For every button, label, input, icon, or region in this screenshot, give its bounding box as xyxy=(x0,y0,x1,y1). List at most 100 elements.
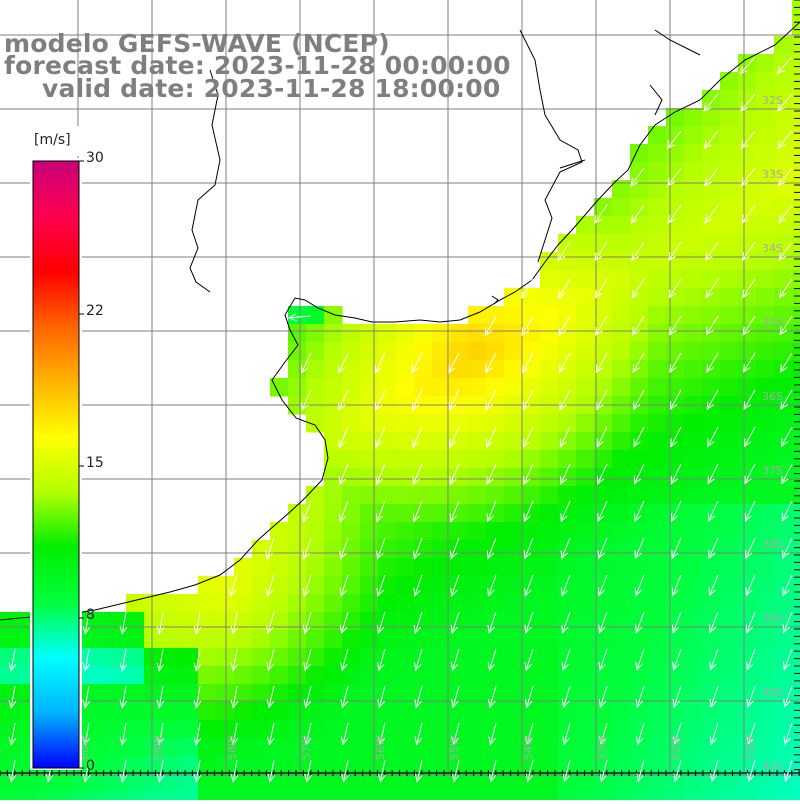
wind-cell xyxy=(612,522,631,541)
colorbar-gradient xyxy=(32,160,80,769)
wind-cell xyxy=(324,432,343,451)
wind-cell xyxy=(486,306,505,325)
wind-cell xyxy=(360,792,379,804)
wind-cell xyxy=(612,738,631,757)
wind-cell xyxy=(504,414,523,433)
wind-cell xyxy=(468,540,487,559)
wind-arrow xyxy=(667,167,682,187)
wind-cell xyxy=(630,702,649,721)
wind-cell xyxy=(576,792,595,804)
coast-line xyxy=(0,21,800,621)
wind-cell xyxy=(378,792,397,804)
wind-cell xyxy=(612,414,631,433)
wind-cell xyxy=(666,720,685,739)
wind-cell xyxy=(738,216,757,235)
wind-cell xyxy=(396,648,415,667)
wind-cell xyxy=(450,684,469,703)
wind-cell xyxy=(558,522,577,541)
wind-arrow xyxy=(266,648,275,672)
colorbar-unit-backing xyxy=(26,126,84,156)
wind-cell xyxy=(648,558,667,577)
wind-cell xyxy=(594,216,613,235)
wind-cell xyxy=(144,756,163,775)
wind-arrow xyxy=(631,241,645,262)
wind-cell xyxy=(432,324,451,343)
wind-cell xyxy=(792,108,800,127)
wind-cell xyxy=(324,720,343,739)
wind-cell xyxy=(252,630,271,649)
wind-cell xyxy=(342,450,361,469)
wind-cell xyxy=(720,234,739,253)
wind-arrow xyxy=(449,463,460,486)
wind-arrow xyxy=(599,722,608,746)
wind-cell xyxy=(774,612,793,631)
wind-cell xyxy=(738,234,757,253)
wind-cell xyxy=(378,378,397,397)
wind-cell xyxy=(792,54,800,73)
wind-arrow xyxy=(783,685,793,708)
wind-cell xyxy=(774,72,793,91)
wind-arrow xyxy=(598,648,608,671)
wind-cell xyxy=(270,666,289,685)
wind-cell xyxy=(666,234,685,253)
wind-cell xyxy=(594,648,613,667)
wind-cell xyxy=(468,432,487,451)
lat-label: 33S xyxy=(762,168,783,181)
wind-arrow xyxy=(709,685,719,708)
wind-cell xyxy=(630,504,649,523)
wind-cell xyxy=(684,288,703,307)
wind-cell xyxy=(522,486,541,505)
wind-arrow xyxy=(414,759,423,783)
wind-cell xyxy=(450,702,469,721)
wind-cell xyxy=(720,126,739,145)
wind-cell xyxy=(234,738,253,757)
wind-cell xyxy=(738,306,757,325)
wind-cell xyxy=(738,666,757,685)
wind-cell xyxy=(666,450,685,469)
wind-cell xyxy=(396,432,415,451)
wind-cell xyxy=(774,342,793,361)
wind-cell xyxy=(216,702,235,721)
wind-cell xyxy=(756,414,775,433)
wind-arrow xyxy=(632,352,645,374)
wind-cell xyxy=(432,792,451,804)
wind-cell xyxy=(414,774,433,793)
wind-arrow xyxy=(596,426,608,448)
wind-arrow xyxy=(671,611,682,634)
wind-cell xyxy=(792,360,800,379)
wind-cell xyxy=(756,648,775,667)
wind-cell xyxy=(378,432,397,451)
wind-cell xyxy=(792,342,800,361)
wind-cell xyxy=(198,648,217,667)
wind-arrow xyxy=(742,315,756,336)
wind-arrow xyxy=(82,759,91,783)
wind-cell xyxy=(792,0,800,19)
wind-cell xyxy=(720,558,739,577)
wind-cell xyxy=(774,270,793,289)
wind-cell xyxy=(792,522,800,541)
wind-cell xyxy=(558,684,577,703)
wind-cell xyxy=(396,468,415,487)
wind-cell xyxy=(666,378,685,397)
wind-arrow xyxy=(193,648,202,672)
wind-cell xyxy=(198,612,217,631)
wind-cell xyxy=(594,324,613,343)
wind-cell xyxy=(558,486,577,505)
wind-cell xyxy=(522,630,541,649)
wind-arrow xyxy=(411,352,423,374)
wind-cell xyxy=(324,486,343,505)
wind-arrow xyxy=(560,500,571,523)
wind-cell xyxy=(720,630,739,649)
wind-cell xyxy=(342,540,361,559)
wind-cell xyxy=(360,558,379,577)
wind-cell xyxy=(630,450,649,469)
wind-cell xyxy=(756,198,775,217)
wind-cell xyxy=(756,216,775,235)
wind-cell xyxy=(144,612,163,631)
wind-arrow xyxy=(193,685,202,709)
wind-cell xyxy=(504,738,523,757)
wind-cell xyxy=(414,378,433,397)
wind-cell xyxy=(252,576,271,595)
wind-arrow xyxy=(705,315,719,336)
wind-cell xyxy=(126,720,145,739)
